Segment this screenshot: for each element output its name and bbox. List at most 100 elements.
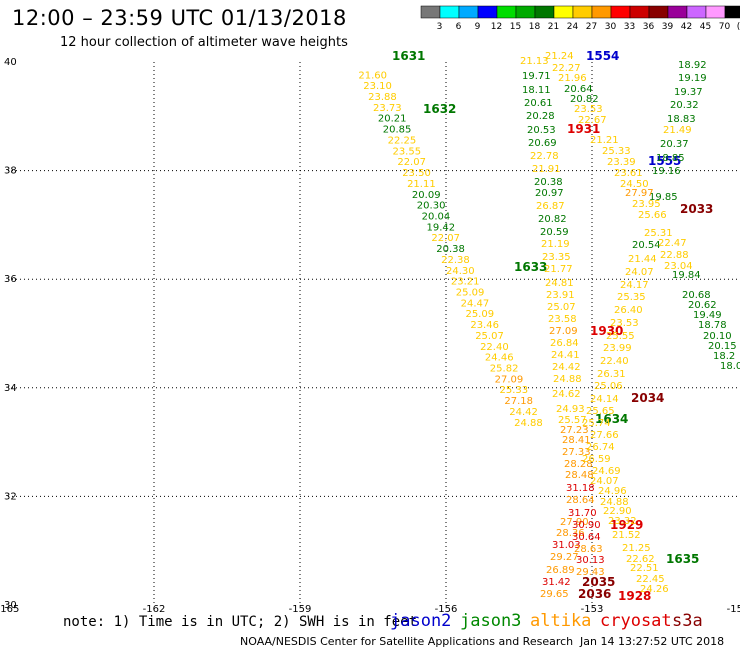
colorbar-swatch: [553, 5, 574, 19]
value-label: 23.91: [546, 290, 575, 301]
value-label: 24.88: [553, 374, 582, 385]
value-label: 20.28: [526, 111, 555, 122]
value-label: 26.31: [597, 369, 626, 380]
value-label: 22.47: [658, 238, 687, 249]
colorbar-label: 24: [567, 22, 579, 32]
colorbar-label: 39: [662, 22, 674, 32]
value-label: 20.62: [688, 300, 717, 311]
colorbar-swatch: [534, 5, 555, 19]
legend-entry-jason3: jason3: [460, 611, 521, 631]
value-label: 20.38: [534, 177, 563, 188]
pass-time-label: 1928: [618, 589, 651, 603]
colorbar-swatch: [705, 5, 726, 19]
value-label: 22.62: [626, 554, 655, 565]
value-label: 20.37: [660, 139, 689, 150]
pass-time-label: 1555: [648, 154, 681, 168]
axis-ticks: -165 -162 -159 -156 -153 -150 30 32 34 36 38 40: [0, 57, 740, 615]
value-label: 20.82: [538, 214, 567, 225]
value-label: 22.45: [636, 574, 665, 585]
colorbar-swatch: [610, 5, 631, 19]
colorbar-swatch: [496, 5, 517, 19]
value-label: 18.2: [713, 351, 735, 362]
colorbar-label: 45: [700, 22, 711, 32]
value-label: 20.69: [528, 138, 557, 149]
y-tick-label: 38: [4, 166, 17, 177]
value-label: 25.31: [644, 228, 673, 239]
value-label: 27.66: [590, 430, 619, 441]
colorbar-swatch: [591, 5, 612, 19]
value-label: 19.19: [678, 73, 707, 84]
wave-height-point: 24.88: [514, 418, 543, 429]
value-label: 24.50: [620, 179, 649, 190]
value-label: 24.17: [620, 280, 649, 291]
x-tick-label: -165: [0, 604, 19, 615]
wave-height-point: 22.07: [397, 157, 426, 168]
pass-time-label: 2033: [680, 202, 713, 216]
wave-height-point: 24.42: [509, 407, 538, 418]
wave-height-point: 20.85: [383, 125, 412, 136]
colorbar-label: 27: [586, 22, 597, 32]
value-label: 21.19: [541, 239, 570, 250]
value-label: 18.78: [698, 320, 727, 331]
value-label: 23.35: [542, 252, 571, 263]
agency-credit: NOAA/NESDIS Center for Satellite Applica…: [240, 635, 573, 648]
x-tick-label: -156: [435, 604, 458, 615]
wave-height-point: 22.07: [431, 233, 460, 244]
legend-entry-cryosat: cryosat: [600, 611, 672, 631]
value-label: 23.99: [603, 343, 632, 354]
value-label: 19.37: [674, 87, 703, 98]
value-label: 24.07: [590, 476, 619, 487]
value-label: 28.64: [566, 495, 595, 506]
value-label: 29.27: [550, 552, 579, 563]
wave-height-point: 25.07: [475, 331, 504, 342]
wave-height-point: 25.82: [490, 364, 519, 375]
value-label: 28.41: [562, 435, 591, 446]
wave-height-point: 24.30: [446, 266, 475, 277]
x-tick-label: -159: [289, 604, 312, 615]
value-label: 25.65: [586, 406, 615, 417]
value-label: 23.53: [610, 318, 639, 329]
value-label: 24.88: [600, 497, 629, 508]
wave-height-values: 21.6023.1023.8823.7320.2120.8522.2523.55…: [358, 70, 542, 429]
value-label: 27.33: [562, 447, 591, 458]
value-label: 21.44: [628, 254, 657, 265]
value-label: 27.90: [560, 517, 589, 528]
colorbar-label: 30: [605, 22, 617, 32]
value-label: 22.40: [600, 356, 629, 367]
wave-height-point: 23.50: [402, 168, 431, 179]
value-label: 23.61: [614, 168, 643, 179]
value-label: 25.33: [602, 146, 631, 157]
value-label: 19.85: [649, 192, 678, 203]
value-label: 23.04: [664, 261, 693, 272]
value-label: 27.23: [560, 425, 589, 436]
value-label: 20.59: [540, 227, 569, 238]
wave-height-point: 19.42: [427, 222, 456, 233]
legend-entry-s3a: s3a: [672, 611, 703, 631]
pass-time-labels: 1631 1632 1633 1634 1635 1554 1555 1931 …: [392, 49, 713, 603]
value-label: 26.87: [536, 201, 565, 212]
colorbar-swatch: [458, 5, 479, 19]
colorbar-swatch: [477, 5, 498, 19]
wave-height-point: 25.33: [500, 385, 529, 396]
wave-height-point: 20.30: [417, 201, 446, 212]
wave-height-point: 23.88: [368, 92, 397, 103]
value-label: 18.83: [667, 114, 696, 125]
value-label: 20.97: [535, 188, 564, 199]
value-label: 20.82: [570, 94, 599, 105]
pass-time-label: 1929: [610, 518, 643, 532]
value-label: 18.92: [678, 60, 707, 71]
value-label: 31.03: [552, 540, 581, 551]
wave-height-point: 25.09: [465, 309, 494, 320]
colorbar-label: 6: [456, 22, 462, 32]
value-label: 24.14: [590, 394, 619, 405]
value-label: 31.18: [566, 483, 595, 494]
pass-time-label: 1631: [392, 49, 425, 63]
value-label: 20.68: [682, 290, 711, 301]
value-label: 30.90: [572, 520, 601, 531]
colorbar-label: 42: [681, 22, 692, 32]
value-label: 24.62: [552, 389, 581, 400]
value-label: 21.91: [532, 164, 561, 175]
value-label: 23.32: [608, 516, 637, 527]
value-label: 21.77: [544, 264, 573, 275]
value-label: 20.54: [632, 240, 661, 251]
